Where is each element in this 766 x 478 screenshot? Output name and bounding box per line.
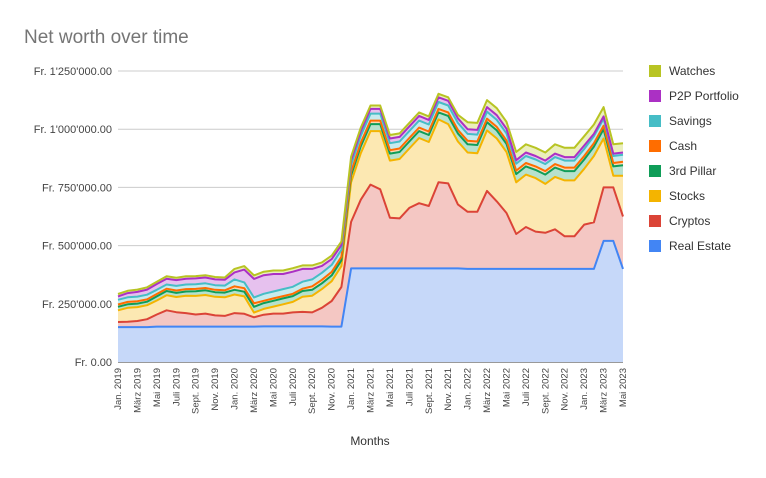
x-tick-label: Juli 2022	[521, 368, 532, 406]
legend-swatch	[649, 90, 661, 102]
x-tick-label: Juli 2021	[404, 368, 415, 406]
area-3rd-pillar	[118, 112, 623, 313]
legend-label: 3rd Pillar	[669, 164, 716, 178]
x-tick-label: Jan. 2022	[463, 368, 474, 410]
x-tick-label: Nov. 2021	[443, 368, 454, 411]
legend-item-p2p-portfolio: P2P Portfolio	[649, 89, 739, 103]
y-tick-label: Fr. 0.00	[75, 357, 112, 369]
legend-item-savings: Savings	[649, 114, 712, 128]
legend-swatch	[649, 115, 661, 127]
x-tick-label: Sept. 2019	[191, 368, 202, 414]
x-tick-label: Nov. 2019	[210, 368, 221, 411]
line-savings	[117, 101, 624, 301]
y-axis-ticks: Fr. 0.00 Fr. 250'000.00 Fr. 500'000.00 Fr. …	[34, 66, 112, 369]
area-real-estate	[118, 240, 623, 362]
series-areas	[118, 93, 623, 362]
y-tick-label: Fr. 500'000.00	[42, 241, 112, 253]
legend-item-stocks: Stocks	[649, 189, 705, 203]
x-tick-label: Mai 2022	[501, 368, 512, 407]
x-tick-label: März 2023	[599, 368, 610, 413]
line-3rd-pillar	[117, 111, 624, 308]
legend-item-cryptos: Cryptos	[649, 214, 710, 228]
y-tick-label: Fr. 1'250'000.00	[34, 66, 112, 78]
line-real-estate	[118, 239, 624, 329]
line-stocks	[117, 118, 623, 314]
x-tick-label: März 2022	[482, 368, 493, 413]
x-tick-label: Mai 2019	[152, 368, 163, 407]
legend-item-real-estate: Real Estate	[649, 239, 731, 253]
legend-swatch	[649, 240, 661, 252]
y-tick-label: Fr. 750'000.00	[42, 182, 112, 194]
x-tick-label: Sept. 2021	[424, 368, 435, 414]
x-tick-label: Jan. 2019	[113, 368, 124, 410]
x-tick-label: Mai 2020	[268, 368, 279, 407]
x-tick-label: Jan. 2021	[346, 368, 357, 410]
x-axis-label: Months	[350, 434, 389, 448]
legend-label: Savings	[669, 114, 712, 128]
legend-swatch	[649, 65, 661, 77]
line-cryptos	[117, 181, 624, 323]
legend-label: P2P Portfolio	[669, 89, 739, 103]
x-tick-label: Jan. 2020	[230, 368, 241, 410]
x-tick-label: Sept. 2022	[540, 368, 551, 414]
x-tick-label: März 2019	[132, 368, 143, 413]
area-cryptos	[118, 182, 623, 328]
x-tick-label: Juli 2020	[288, 368, 299, 406]
x-tick-label: Mai 2021	[385, 368, 396, 407]
chart-title: Net worth over time	[24, 27, 189, 48]
legend-item-cash: Cash	[649, 139, 697, 153]
legend-label: Cash	[669, 139, 697, 153]
legend-label: Stocks	[669, 189, 705, 203]
x-tick-label: Mai 2023	[618, 368, 629, 407]
legend-swatch	[649, 140, 661, 152]
series-lines	[117, 92, 624, 329]
area-stocks	[118, 119, 623, 323]
legend-item-3rd-pillar: 3rd Pillar	[649, 164, 716, 178]
x-tick-label: März 2020	[249, 368, 260, 413]
legend-swatch	[649, 190, 661, 202]
legend-swatch	[649, 215, 661, 227]
x-tick-label: Sept. 2020	[307, 368, 318, 414]
legend: Watches P2P Portfolio Savings Cash 3rd Pilla…	[649, 64, 739, 253]
legend-item-watches: Watches	[649, 64, 715, 78]
legend-label: Watches	[669, 64, 715, 78]
legend-swatch	[649, 165, 661, 177]
x-tick-label: Nov. 2022	[560, 368, 571, 411]
x-tick-label: Jan. 2023	[579, 368, 590, 410]
x-tick-label: Juli 2019	[171, 368, 182, 406]
legend-label: Real Estate	[669, 239, 731, 253]
x-tick-label: März 2021	[366, 368, 377, 413]
legend-label: Cryptos	[669, 214, 710, 228]
x-axis-ticks: Jan. 2019 März 2019 Mai 2019 Juli 2019 Sept.…	[113, 368, 629, 414]
line-cash	[117, 107, 624, 306]
line-p2p-portfolio	[117, 96, 624, 298]
y-tick-label: Fr. 1'000'000.00	[34, 124, 112, 136]
line-watches	[117, 92, 624, 295]
y-tick-label: Fr. 250'000.00	[42, 299, 112, 311]
x-tick-label: Nov. 2020	[327, 368, 338, 411]
